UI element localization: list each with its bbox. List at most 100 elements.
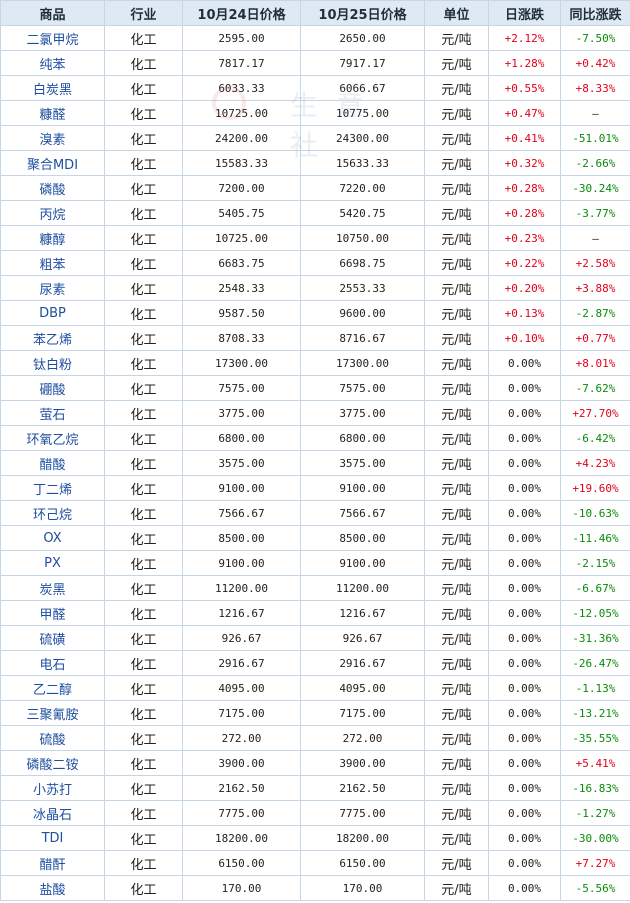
- product-name-cell[interactable]: 盐酸: [0, 875, 105, 901]
- price-oct24-cell: 6150.00: [182, 850, 301, 876]
- product-name-cell[interactable]: 苯乙烯: [0, 325, 105, 351]
- industry-cell: 化工: [104, 300, 183, 326]
- product-name-cell[interactable]: 硫酸: [0, 725, 105, 751]
- table-row: 炭黑 化工 11200.00 11200.00 元/吨 0.00% -6.67%: [0, 575, 630, 601]
- table-row: 苯乙烯 化工 8708.33 8716.67 元/吨 +0.10% +0.77%: [0, 325, 630, 351]
- price-oct24-cell: 11200.00: [182, 575, 301, 601]
- header-row: 商品 行业 10月24日价格 10月25日价格 单位 日涨跌 同比涨跌: [0, 0, 630, 26]
- daily-change-cell: +0.22%: [488, 250, 561, 276]
- product-name-cell[interactable]: PX: [0, 550, 105, 576]
- product-name-cell[interactable]: 醋酐: [0, 850, 105, 876]
- industry-cell: 化工: [104, 100, 183, 126]
- yoy-change-cell: -2.87%: [560, 300, 630, 326]
- table-row: 糠醇 化工 10725.00 10750.00 元/吨 +0.23% —: [0, 225, 630, 251]
- product-name-cell[interactable]: 萤石: [0, 400, 105, 426]
- yoy-change-cell: -12.05%: [560, 600, 630, 626]
- product-name-cell[interactable]: 钛白粉: [0, 350, 105, 376]
- industry-cell: 化工: [104, 750, 183, 776]
- price-oct25-cell: 6800.00: [300, 425, 425, 451]
- header-price-oct25: 10月25日价格: [300, 0, 425, 26]
- yoy-change-cell: -30.24%: [560, 175, 630, 201]
- yoy-change-cell: -10.63%: [560, 500, 630, 526]
- price-oct25-cell: 10775.00: [300, 100, 425, 126]
- price-oct24-cell: 8708.33: [182, 325, 301, 351]
- header-unit: 单位: [424, 0, 489, 26]
- product-name-cell[interactable]: 硫磺: [0, 625, 105, 651]
- daily-change-cell: 0.00%: [488, 850, 561, 876]
- product-name-cell[interactable]: TDI: [0, 825, 105, 851]
- price-oct25-cell: 170.00: [300, 875, 425, 901]
- product-name-cell[interactable]: 甲醛: [0, 600, 105, 626]
- product-name-cell[interactable]: 醋酸: [0, 450, 105, 476]
- industry-cell: 化工: [104, 450, 183, 476]
- product-name-cell[interactable]: 尿素: [0, 275, 105, 301]
- unit-cell: 元/吨: [424, 700, 489, 726]
- price-oct24-cell: 3575.00: [182, 450, 301, 476]
- product-name-cell[interactable]: 糠醇: [0, 225, 105, 251]
- industry-cell: 化工: [104, 350, 183, 376]
- table-row: 硫酸 化工 272.00 272.00 元/吨 0.00% -35.55%: [0, 725, 630, 751]
- daily-change-cell: 0.00%: [488, 500, 561, 526]
- product-name-cell[interactable]: 丙烷: [0, 200, 105, 226]
- daily-change-cell: +0.47%: [488, 100, 561, 126]
- product-name-cell[interactable]: 丁二烯: [0, 475, 105, 501]
- product-name-cell[interactable]: 白炭黑: [0, 75, 105, 101]
- product-name-cell[interactable]: 聚合MDI: [0, 150, 105, 176]
- yoy-change-cell: -7.50%: [560, 25, 630, 51]
- table-row: 纯苯 化工 7817.17 7917.17 元/吨 +1.28% +0.42%: [0, 50, 630, 76]
- product-name-cell[interactable]: 乙二醇: [0, 675, 105, 701]
- price-oct24-cell: 9587.50: [182, 300, 301, 326]
- product-name-cell[interactable]: 纯苯: [0, 50, 105, 76]
- yoy-change-cell: -51.01%: [560, 125, 630, 151]
- price-oct24-cell: 9100.00: [182, 550, 301, 576]
- industry-cell: 化工: [104, 400, 183, 426]
- table-row: 硫磺 化工 926.67 926.67 元/吨 0.00% -31.36%: [0, 625, 630, 651]
- yoy-change-cell: +8.33%: [560, 75, 630, 101]
- table-row: 三聚氰胺 化工 7175.00 7175.00 元/吨 0.00% -13.21%: [0, 700, 630, 726]
- yoy-change-cell: -7.62%: [560, 375, 630, 401]
- price-oct25-cell: 272.00: [300, 725, 425, 751]
- table-row: 尿素 化工 2548.33 2553.33 元/吨 +0.20% +3.88%: [0, 275, 630, 301]
- industry-cell: 化工: [104, 575, 183, 601]
- product-name-cell[interactable]: 三聚氰胺: [0, 700, 105, 726]
- price-oct25-cell: 24300.00: [300, 125, 425, 151]
- product-name-cell[interactable]: 磷酸二铵: [0, 750, 105, 776]
- table-row: OX 化工 8500.00 8500.00 元/吨 0.00% -11.46%: [0, 525, 630, 551]
- daily-change-cell: +0.28%: [488, 175, 561, 201]
- daily-change-cell: +0.13%: [488, 300, 561, 326]
- product-name-cell[interactable]: 溴素: [0, 125, 105, 151]
- industry-cell: 化工: [104, 425, 183, 451]
- product-name-cell[interactable]: 二氯甲烷: [0, 25, 105, 51]
- price-oct25-cell: 9600.00: [300, 300, 425, 326]
- product-name-cell[interactable]: 磷酸: [0, 175, 105, 201]
- unit-cell: 元/吨: [424, 850, 489, 876]
- product-name-cell[interactable]: OX: [0, 525, 105, 551]
- product-name-cell[interactable]: 冰晶石: [0, 800, 105, 826]
- daily-change-cell: +0.55%: [488, 75, 561, 101]
- industry-cell: 化工: [104, 50, 183, 76]
- price-oct24-cell: 4095.00: [182, 675, 301, 701]
- yoy-change-cell: -1.27%: [560, 800, 630, 826]
- product-name-cell[interactable]: 炭黑: [0, 575, 105, 601]
- product-name-cell[interactable]: 小苏打: [0, 775, 105, 801]
- product-name-cell[interactable]: DBP: [0, 300, 105, 326]
- product-name-cell[interactable]: 环氧乙烷: [0, 425, 105, 451]
- product-name-cell[interactable]: 电石: [0, 650, 105, 676]
- product-name-cell[interactable]: 硼酸: [0, 375, 105, 401]
- industry-cell: 化工: [104, 250, 183, 276]
- table-row: 环氧乙烷 化工 6800.00 6800.00 元/吨 0.00% -6.42%: [0, 425, 630, 451]
- daily-change-cell: 0.00%: [488, 525, 561, 551]
- price-oct24-cell: 2916.67: [182, 650, 301, 676]
- product-name-cell[interactable]: 粗苯: [0, 250, 105, 276]
- daily-change-cell: +0.23%: [488, 225, 561, 251]
- unit-cell: 元/吨: [424, 725, 489, 751]
- price-oct24-cell: 7566.67: [182, 500, 301, 526]
- industry-cell: 化工: [104, 225, 183, 251]
- price-oct24-cell: 7175.00: [182, 700, 301, 726]
- yoy-change-cell: -6.67%: [560, 575, 630, 601]
- industry-cell: 化工: [104, 725, 183, 751]
- product-name-cell[interactable]: 环己烷: [0, 500, 105, 526]
- product-name-cell[interactable]: 糠醛: [0, 100, 105, 126]
- yoy-change-cell: -30.00%: [560, 825, 630, 851]
- price-oct25-cell: 3900.00: [300, 750, 425, 776]
